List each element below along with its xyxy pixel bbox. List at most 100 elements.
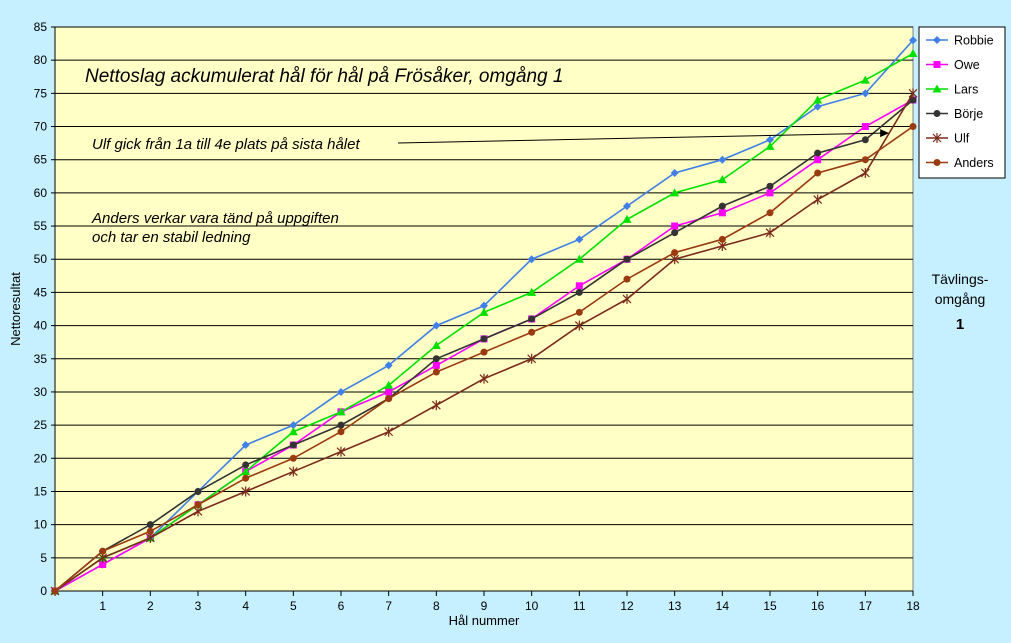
data-point	[241, 486, 251, 497]
data-point	[908, 88, 918, 99]
data-point	[337, 421, 345, 429]
series-layer	[50, 36, 918, 596]
gridlines	[55, 26, 913, 559]
legend-item-Owe: Owe	[926, 58, 980, 72]
data-point	[861, 123, 869, 131]
data-point	[813, 194, 823, 205]
data-point	[432, 321, 441, 330]
arrow-line	[397, 132, 883, 144]
data-point	[623, 255, 631, 263]
data-point	[575, 282, 583, 290]
data-point	[146, 527, 154, 535]
y-tick-label: 60	[34, 186, 48, 200]
x-tick-label: 15	[763, 599, 777, 613]
data-point	[814, 169, 822, 177]
x-tick-label: 4	[242, 599, 249, 613]
data-point	[242, 474, 250, 482]
data-point	[909, 96, 917, 104]
data-point	[671, 249, 679, 257]
data-point	[933, 61, 941, 68]
series-Ulf	[50, 88, 918, 596]
data-point	[385, 395, 393, 403]
data-point	[933, 36, 941, 44]
data-point	[574, 254, 584, 263]
data-point	[194, 487, 202, 495]
x-tick-label: 17	[859, 599, 873, 613]
data-point	[717, 175, 727, 184]
data-point	[670, 168, 679, 177]
arrow-head	[880, 129, 890, 138]
chart-title: Nettoslag ackumulerat hål för hål på Frö…	[85, 66, 563, 87]
data-point	[384, 361, 393, 370]
y-tick-label: 35	[34, 352, 48, 366]
data-point	[336, 446, 346, 457]
data-point	[766, 135, 774, 144]
data-point	[814, 149, 822, 157]
x-tick-label: 12	[620, 599, 634, 613]
legend-label: Lars	[954, 83, 978, 97]
data-point	[241, 441, 250, 450]
data-point	[480, 348, 488, 356]
y-tick-label: 70	[34, 120, 48, 134]
data-point	[932, 133, 942, 143]
data-point	[384, 380, 394, 389]
legend-item-Börje: Börje	[926, 107, 983, 121]
data-point	[288, 427, 298, 436]
data-point	[908, 49, 918, 58]
data-point	[909, 123, 917, 131]
y-tick-label: 30	[34, 385, 48, 399]
data-point	[718, 209, 726, 217]
data-point	[909, 36, 917, 45]
data-point	[384, 426, 394, 437]
legend-label: Ulf	[954, 132, 970, 146]
data-point	[933, 159, 941, 166]
x-tick-label: 8	[433, 599, 440, 613]
x-tick-label: 13	[668, 599, 682, 613]
legend-label: Robbie	[954, 34, 994, 48]
legend-label: Börje	[954, 107, 983, 121]
data-point	[718, 235, 726, 243]
x-tick-label: 11	[573, 599, 586, 613]
x-tick-label: 18	[906, 599, 920, 613]
x-tick-label: 14	[716, 599, 730, 613]
data-point	[527, 353, 537, 364]
data-point	[860, 75, 870, 84]
data-point	[622, 214, 632, 223]
legend-box	[918, 26, 1006, 179]
legend-item-Robbie: Robbie	[926, 34, 994, 48]
x-tick-label: 1	[99, 599, 106, 613]
data-point	[528, 328, 536, 336]
data-point	[431, 400, 441, 411]
legend-label: Owe	[954, 58, 980, 72]
data-point	[241, 467, 251, 476]
data-point	[766, 189, 774, 197]
data-point	[622, 294, 632, 305]
y-tick-label: 85	[34, 20, 48, 34]
x-tick-label: 10	[525, 599, 539, 613]
x-tick-label: 16	[811, 599, 825, 613]
y-tick-label: 5	[40, 551, 47, 565]
data-point	[670, 188, 680, 197]
data-point	[933, 110, 941, 117]
x-tick-label: 5	[290, 599, 297, 613]
data-point	[528, 315, 536, 323]
y-tick-label: 20	[34, 451, 48, 465]
y-axis-label: Nettoresultat	[8, 272, 23, 346]
x-axis-label: Hål nummer	[449, 613, 520, 628]
side-note-line-2: omgång	[935, 291, 986, 307]
y-tick-label: 65	[34, 153, 48, 167]
data-point	[671, 229, 679, 237]
data-point	[623, 275, 631, 283]
data-point	[431, 340, 441, 349]
data-point	[814, 156, 822, 164]
annotation-anders-line-1: Anders verkar vara tänd på uppgiften	[91, 210, 339, 227]
data-point	[932, 84, 942, 93]
side-note-line-3: 1	[956, 316, 964, 333]
data-point	[479, 307, 489, 316]
data-point	[575, 308, 583, 316]
data-point	[385, 388, 393, 396]
annotation-arrow	[397, 129, 890, 144]
data-point	[99, 560, 107, 568]
